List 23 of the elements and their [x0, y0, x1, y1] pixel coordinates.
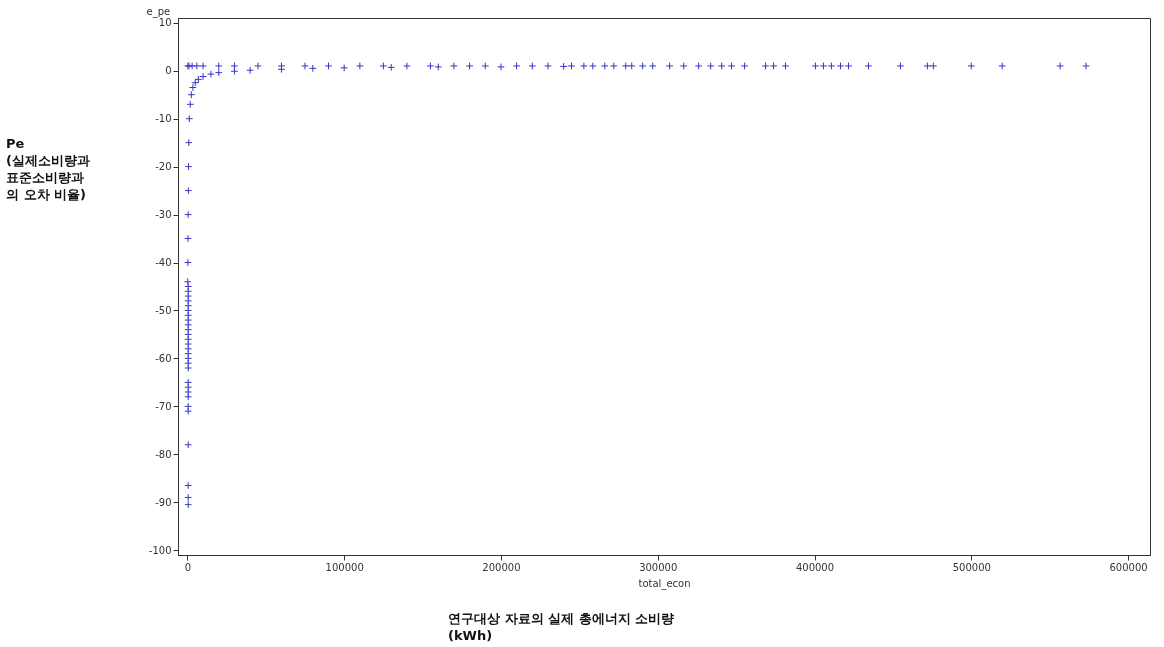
y-tick-label: -60 [155, 352, 172, 364]
y-tick-label: -50 [155, 304, 172, 316]
y-tick-label: -10 [155, 113, 172, 125]
text: 연구대상 자료의 실제 총에너지 소비량 (kWh) [448, 611, 675, 643]
x-tick-label: 300000 [639, 561, 678, 573]
x-tick-label: 400000 [795, 561, 835, 573]
y-tick-label: -100 [148, 544, 172, 556]
y-tick-label: -20 [155, 161, 172, 173]
y-tick-label: -30 [155, 209, 172, 221]
x-tick-label: 600000 [1109, 561, 1148, 573]
y-tick-label: 0 [165, 65, 172, 77]
x-tick-label: 200000 [482, 561, 521, 573]
x-axis-title: total_econ [638, 577, 691, 590]
y-tick-label: -90 [155, 496, 172, 508]
x-tick-label: 100000 [325, 561, 364, 573]
y-axis-title: e_pe [146, 5, 171, 18]
y-tick-label: -70 [155, 400, 172, 412]
y-tick-label: 10 [158, 17, 172, 29]
x-tick-label: 500000 [952, 561, 991, 573]
y-tick-label: -80 [155, 448, 172, 460]
y-tick-label: -40 [155, 257, 172, 269]
text: Pe (실제소비량과 표준소비량과 의 오차 비율) [6, 136, 90, 202]
x-tick-label: 0 [184, 561, 192, 573]
